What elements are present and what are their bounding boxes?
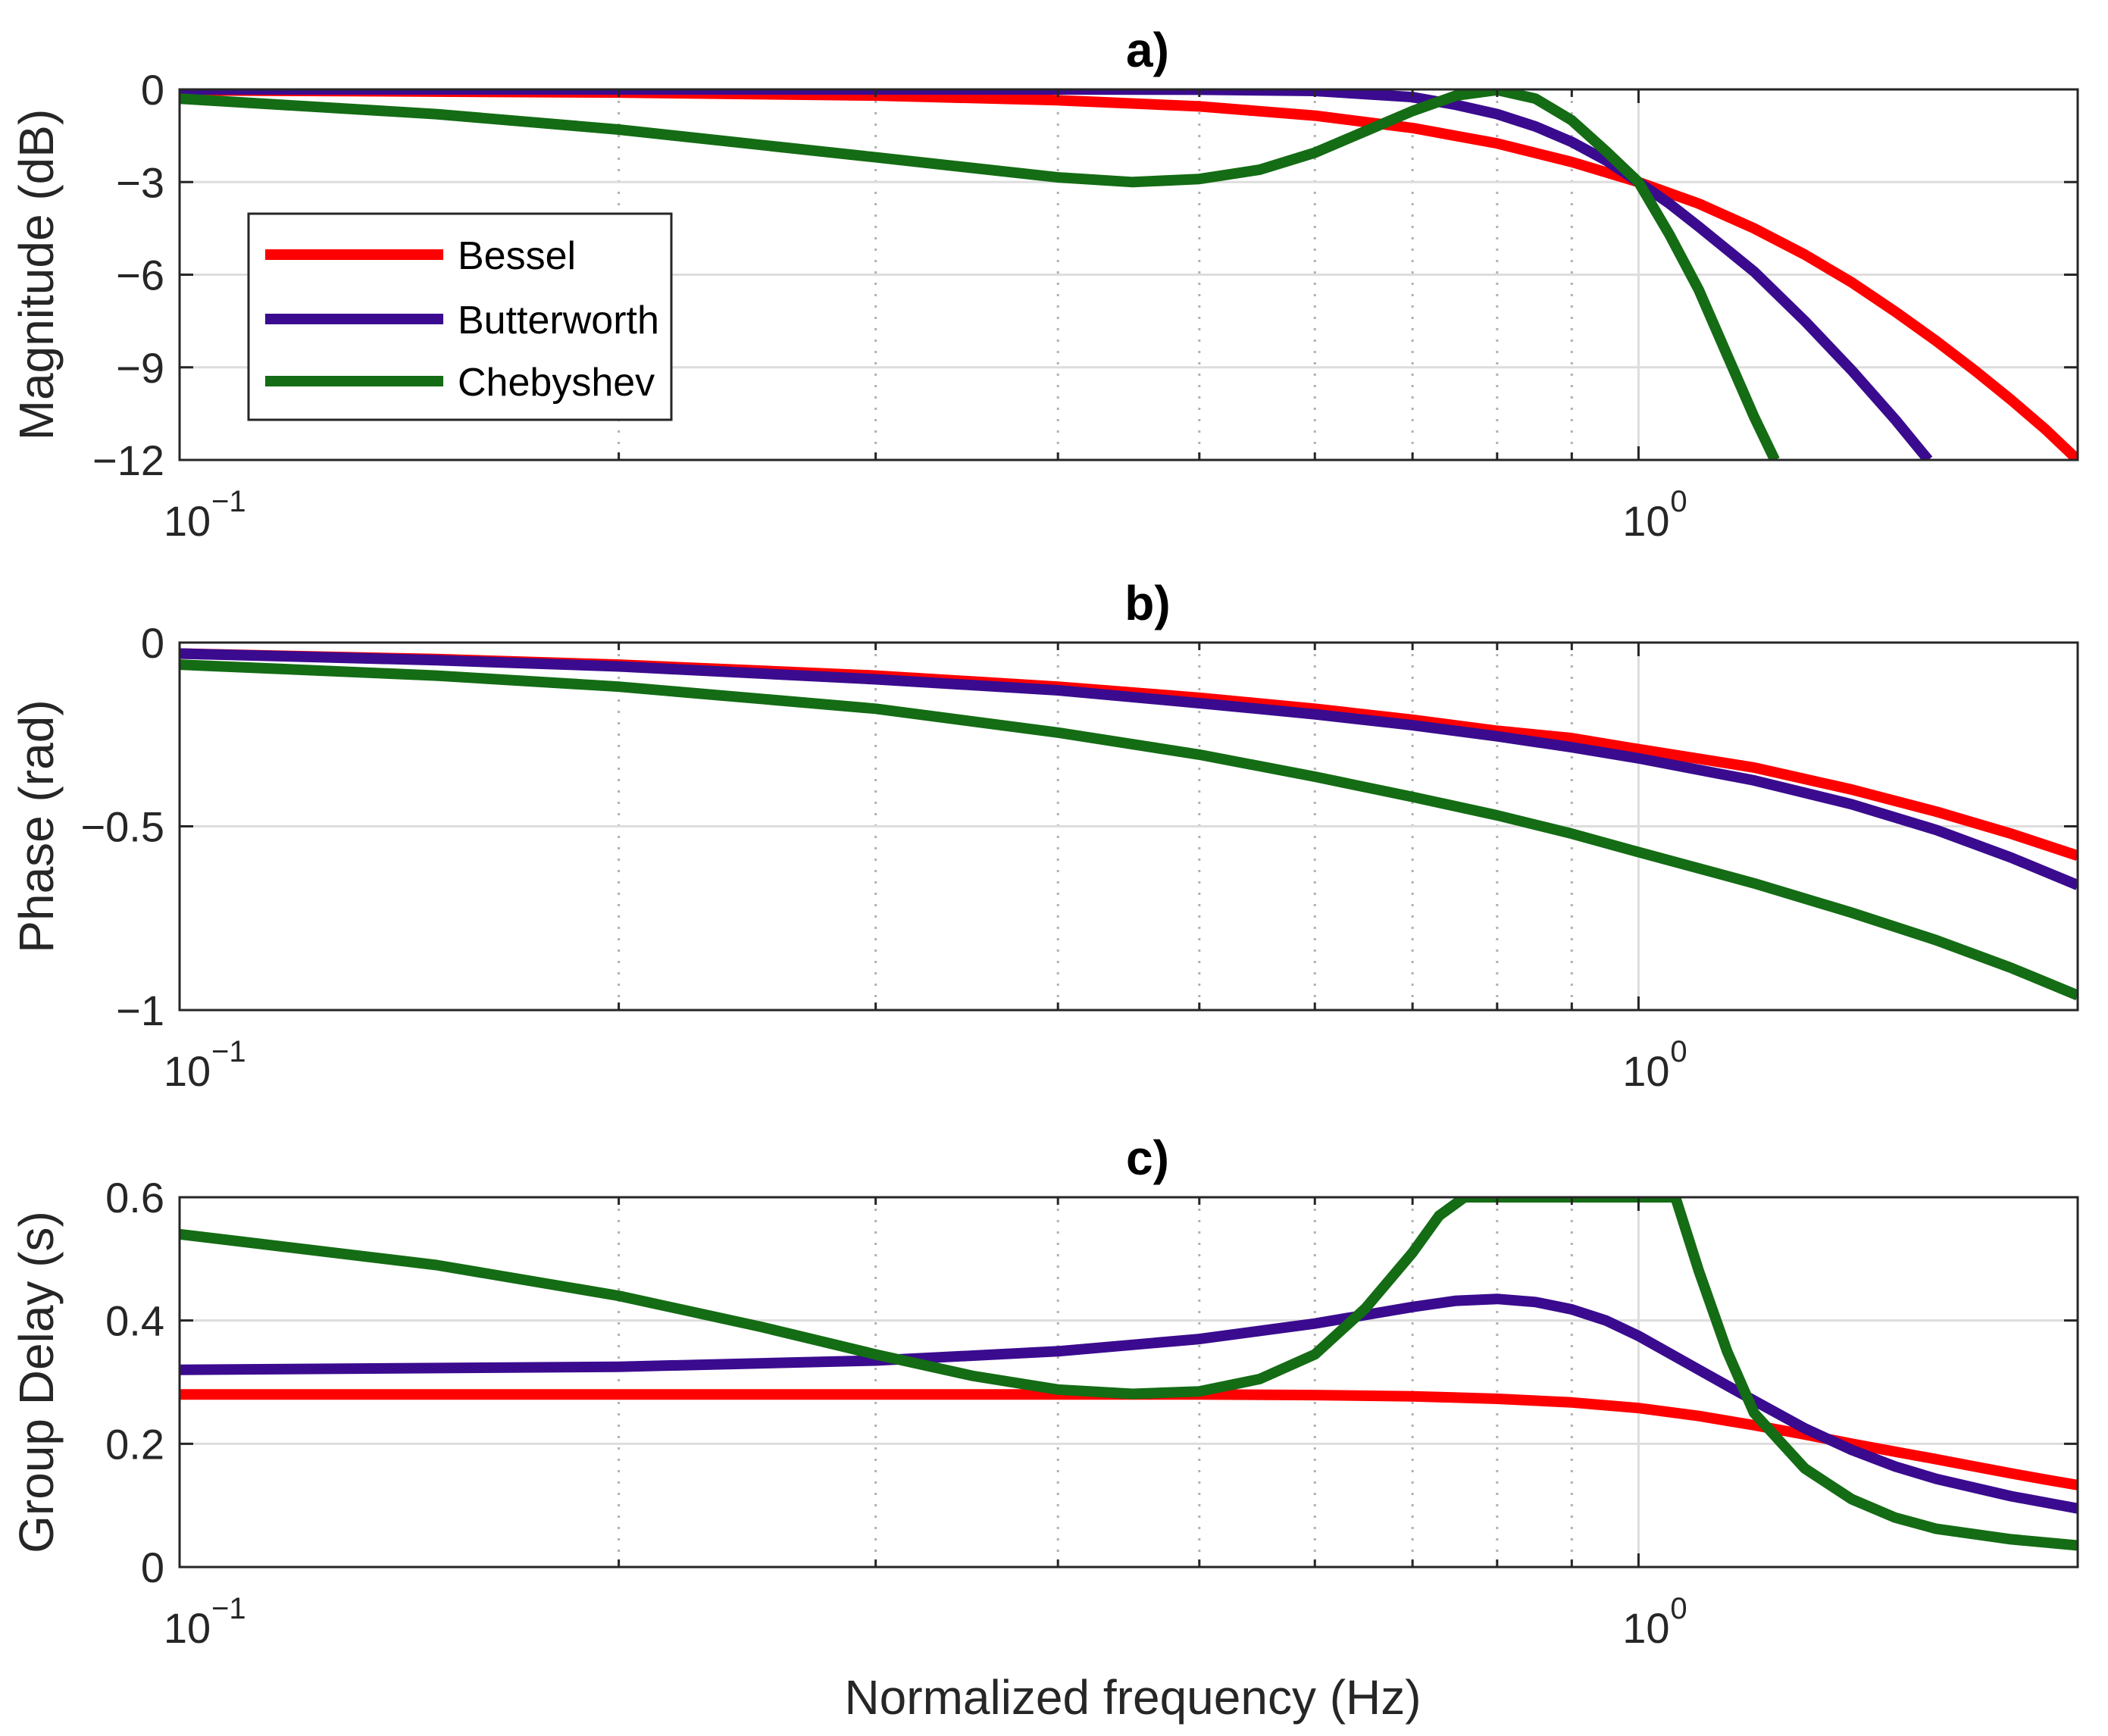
x-tick-exponent: −1 xyxy=(211,1035,246,1068)
y-tick-label: −0.5 xyxy=(80,803,164,851)
series-line-butterworth xyxy=(180,1293,2078,1514)
x-tick-exponent: 0 xyxy=(1670,485,1687,518)
y-tick-label: 0.2 xyxy=(105,1420,164,1468)
legend-label-bessel: Bessel xyxy=(458,234,576,278)
panel-a-title: a) xyxy=(1126,23,1169,77)
y-tick-label: −6 xyxy=(116,252,164,299)
x-tick-label: 10 xyxy=(1622,1604,1669,1652)
x-tick-label: 10 xyxy=(164,497,211,545)
x-tick-label: 10 xyxy=(164,1047,211,1095)
legend-label-butterworth: Butterworth xyxy=(458,299,659,343)
y-tick-label: 0 xyxy=(141,66,164,114)
series-line-bessel xyxy=(180,89,2078,460)
y-tick-label: 0.6 xyxy=(105,1174,164,1221)
panel-b-title: b) xyxy=(1124,576,1170,630)
series-line-chebyshev xyxy=(180,1197,2078,1551)
series-line-chebyshev xyxy=(180,89,1780,460)
y-axis-label-phase: Phase (rad) xyxy=(9,699,64,952)
series-line-chebyshev xyxy=(180,659,2078,1001)
panel-c-title: c) xyxy=(1126,1131,1169,1185)
x-tick-exponent: −1 xyxy=(211,1592,246,1625)
y-axis-label-group-delay: Group Delay (s) xyxy=(9,1211,64,1553)
y-tick-label: −1 xyxy=(116,987,164,1034)
legend: Bessel Butterworth Chebyshev xyxy=(247,212,673,421)
x-tick-label: 10 xyxy=(1622,497,1669,545)
legend-label-chebyshev: Chebyshev xyxy=(458,361,655,405)
series-line-butterworth xyxy=(180,648,2078,890)
y-tick-label: −12 xyxy=(92,436,164,484)
x-tick-exponent: −1 xyxy=(211,485,246,518)
panel-group-delay: 00.20.40.610 −1 10 0 c) Group Delay (s) xyxy=(9,1131,2079,1652)
y-tick-label: 0.4 xyxy=(105,1297,164,1345)
x-tick-label: 10 xyxy=(164,1604,211,1652)
x-tick-exponent: 0 xyxy=(1670,1592,1687,1625)
y-tick-label: −9 xyxy=(116,344,164,392)
x-tick-label: 10 xyxy=(1622,1047,1669,1095)
y-tick-label: −3 xyxy=(116,158,164,206)
x-axis-label: Normalized frequency (Hz) xyxy=(844,1670,1421,1725)
y-axis-label-magnitude: Magnitude (dB) xyxy=(9,109,64,441)
y-tick-label: 0 xyxy=(141,1544,164,1591)
panel-phase: 0−0.5−110 −1 10 0 b) Phase (rad) xyxy=(9,576,2079,1095)
y-tick-label: 0 xyxy=(141,619,164,667)
x-tick-exponent: 0 xyxy=(1670,1035,1687,1068)
